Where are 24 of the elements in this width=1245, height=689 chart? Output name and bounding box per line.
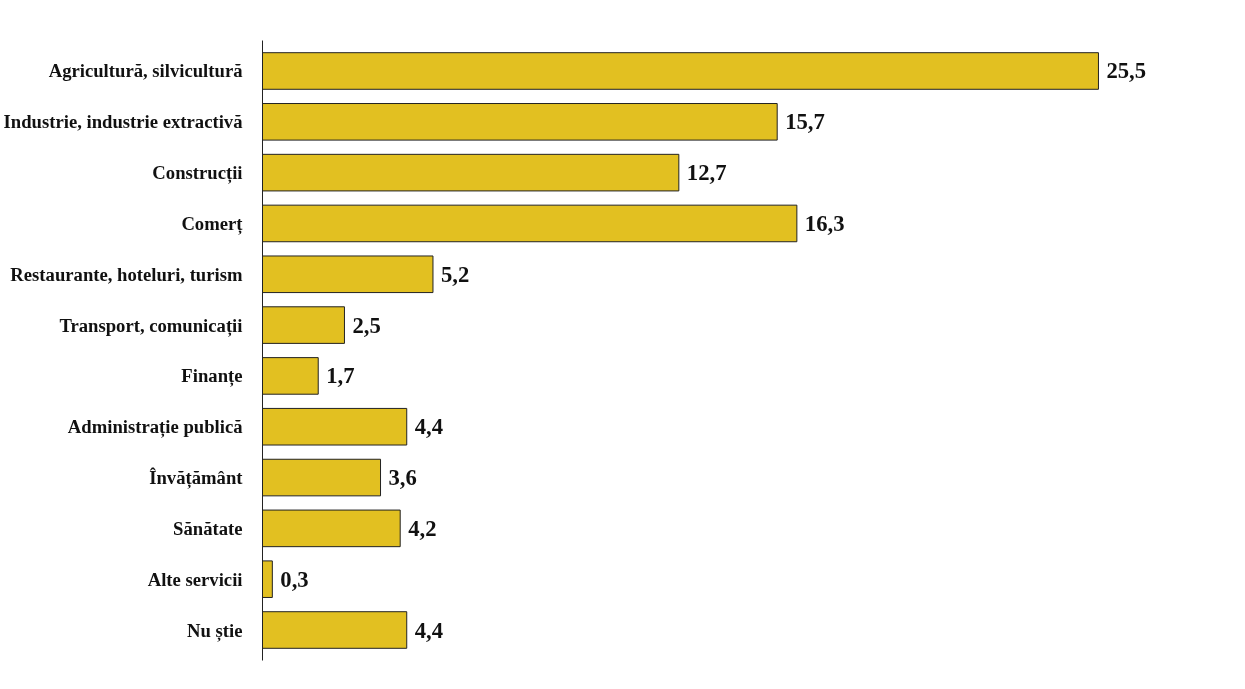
- y-tick-label: Industrie, industrie extractivă: [3, 111, 244, 133]
- data-label: 1,7: [326, 363, 355, 389]
- data-label: 12,7: [686, 160, 727, 186]
- data-label: 15,7: [785, 109, 825, 135]
- data-label: 16,3: [804, 210, 845, 236]
- data-label: 4,4: [414, 414, 444, 440]
- y-tick-label: Administrație publică: [67, 416, 244, 439]
- data-label: 4,4: [414, 617, 444, 643]
- y-tick-label: Alte servicii: [147, 568, 243, 590]
- y-tick-label: Construcții: [152, 162, 243, 185]
- data-label: 0,3: [280, 566, 309, 592]
- data-label: 5,2: [440, 261, 470, 287]
- data-label: 2,5: [352, 312, 381, 338]
- y-tick-label: Nu știe: [187, 619, 243, 642]
- y-tick-label: Sănătate: [173, 517, 243, 539]
- y-tick-label: Restaurante, hoteluri, turism: [10, 263, 243, 285]
- data-label: 4,2: [408, 515, 437, 541]
- y-tick-label: Finanțe: [181, 365, 243, 388]
- data-label: 3,6: [388, 465, 417, 491]
- y-tick-label: Comerț: [181, 212, 244, 235]
- data-label: 25,5: [1106, 58, 1147, 84]
- y-tick-label: Agricultură, silvicultură: [48, 60, 244, 82]
- y-tick-label: Transport, comunicații: [59, 314, 243, 337]
- y-tick-label: Învățământ: [149, 467, 244, 490]
